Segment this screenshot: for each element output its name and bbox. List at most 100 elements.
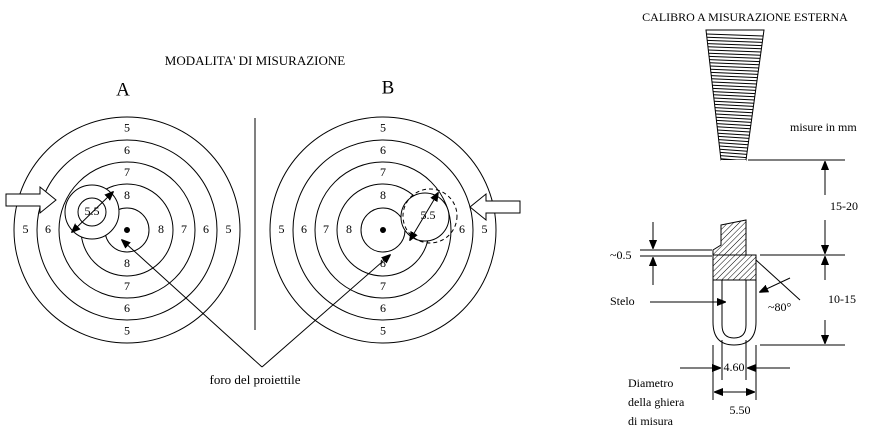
thread-line [712, 87, 756, 91]
thread-line [713, 94, 756, 98]
ring-number: 5 [380, 120, 386, 134]
ring-number: 7 [380, 279, 386, 293]
diameter-arrow [410, 193, 438, 240]
thread-line [709, 59, 760, 63]
dim-label: 4.60 [724, 360, 745, 374]
thread-line [718, 135, 750, 139]
thread-line [706, 33, 764, 37]
thread-line [711, 81, 757, 85]
thread-line [713, 91, 756, 95]
ring-number: 6 [45, 222, 51, 236]
hatched [712, 219, 747, 256]
hole-label: 5.5 [421, 208, 436, 222]
dim-label: ~0.5 [610, 248, 632, 262]
thread-line [714, 107, 754, 111]
thread-line [713, 97, 755, 101]
thread-line [710, 71, 759, 75]
ring-number: 8 [380, 188, 386, 202]
ring-number: 6 [380, 301, 386, 315]
thread-line [717, 132, 750, 136]
target-label: B [382, 77, 395, 98]
ring-number: 8 [124, 188, 130, 202]
dim-label: 5.50 [730, 403, 751, 417]
thread-line [718, 142, 749, 146]
ring [13, 116, 241, 344]
hole-dashed [402, 188, 458, 244]
leader [122, 240, 263, 368]
thread-line [717, 129, 751, 133]
ring-number: 8 [124, 256, 130, 270]
target-a: 5 5 5 5 6 6 6 6 7 7 7 8 8 8 [13, 116, 241, 344]
ring-number: 5 [23, 222, 29, 236]
dim-label: 15-20 [830, 199, 858, 213]
ring [269, 116, 497, 344]
ring [36, 139, 218, 321]
ring-number: 6 [203, 222, 209, 236]
dim-label: 10-15 [828, 292, 856, 306]
center-dot [380, 227, 386, 233]
ring-number: 8 [158, 222, 164, 236]
ring-number: 5 [482, 222, 488, 236]
leader [261, 255, 390, 368]
holes: 5.5 5.5 [5, 184, 521, 244]
hatched [712, 254, 757, 281]
thread-line [712, 84, 757, 88]
gauge [705, 29, 765, 346]
ring-number: 6 [380, 143, 386, 157]
thread-line [709, 62, 760, 66]
ring-number: 5 [279, 222, 285, 236]
thread-line [708, 52, 761, 56]
stem [721, 280, 747, 339]
diameter-arrow [72, 192, 113, 232]
thread-line [707, 43, 763, 47]
ring [314, 161, 452, 299]
thread-line [718, 139, 749, 143]
left-title: MODALITA' DI MISURAZIONE [165, 53, 345, 68]
ring-number: 7 [181, 222, 187, 236]
gauge-title: CALIBRO A MISURAZIONE ESTERNA [642, 10, 848, 24]
thread-line [716, 123, 752, 127]
thread-line [719, 145, 748, 149]
thread-line [711, 78, 758, 82]
ring-number: 7 [124, 279, 130, 293]
thread-line [707, 46, 762, 50]
ring-number: 8 [346, 222, 352, 236]
thread-line [706, 36, 764, 40]
ring-number: 6 [124, 301, 130, 315]
ring-number: 7 [323, 222, 329, 236]
ring-number: 5 [380, 323, 386, 337]
ring-number: 5 [226, 222, 232, 236]
thread-line [714, 103, 754, 107]
ring [58, 161, 196, 299]
hole-label: 5.5 [85, 204, 100, 218]
thread-line [707, 39, 763, 43]
thread-line [714, 100, 755, 104]
caption-line: Diametro [628, 376, 673, 390]
ring [292, 139, 474, 321]
pointer-arrow [5, 185, 57, 215]
thread-line [711, 75, 758, 79]
angle-label: ~80° [768, 300, 791, 314]
thread-line [708, 49, 762, 53]
thread-line [710, 68, 759, 72]
caption-line: della ghiera [628, 395, 685, 409]
ring-number: 6 [459, 222, 465, 236]
ring-number: 6 [301, 222, 307, 236]
pointer-arrow [469, 192, 521, 222]
thread-line [719, 148, 748, 152]
thread-line [709, 55, 761, 59]
ring-number: 7 [124, 165, 130, 179]
thread-line [717, 126, 751, 130]
stem-label: Stelo [610, 294, 635, 308]
units-note: misure in mm [790, 120, 857, 134]
ring-number: 5 [124, 120, 130, 134]
ring-number: 7 [380, 165, 386, 179]
ring-number: 6 [124, 143, 130, 157]
angle-line [755, 259, 801, 301]
thread-line [720, 155, 747, 159]
target-label: A [116, 79, 130, 100]
caption-line: di misura [628, 414, 674, 428]
thread-line [715, 110, 753, 114]
